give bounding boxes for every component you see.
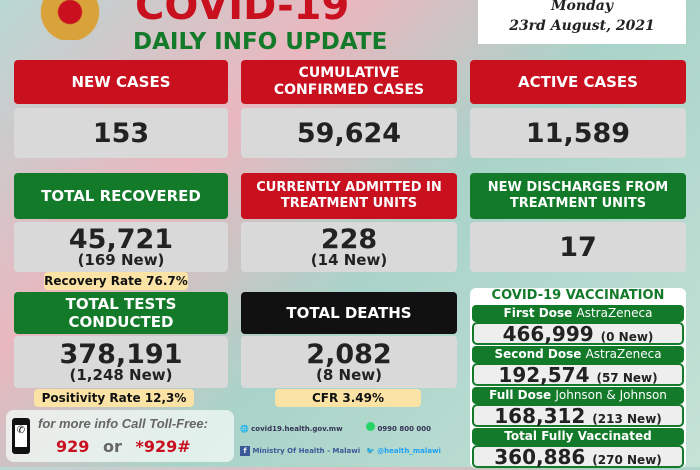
whatsapp-number: 0990 800 000: [377, 425, 432, 433]
discharges-header: NEW DISCHARGES FROM TREATMENT UNITS: [470, 173, 686, 219]
dose-count: 168,312: [494, 404, 586, 428]
toll-free-box: ✆ for more info Call Toll-Free: 929 or *…: [6, 410, 234, 462]
vaccination-item-header: First Dose AstraZeneca: [472, 305, 684, 322]
vaccination-item-header: Total Fully Vaccinated: [472, 428, 684, 445]
admitted-new: (14 New): [310, 251, 388, 269]
new-cases-value: 153: [14, 108, 228, 158]
new-cases-header: NEW CASES: [14, 60, 228, 104]
deaths-header: TOTAL DEATHS: [241, 292, 457, 334]
active-cases-header: ACTIVE CASES: [470, 60, 686, 104]
facebook-icon: f: [240, 446, 250, 456]
vaccination-item-value: 168,312 (213 New): [472, 404, 684, 427]
page-subtitle: DAILY INFO UPDATE: [133, 29, 388, 55]
toll-free-number-1: 929: [56, 437, 90, 456]
dose-label: First Dose: [503, 306, 573, 320]
cumulative-header: CUMULATIVE CONFIRMED CASES: [241, 60, 457, 104]
date-box: Monday 23rd August, 2021: [478, 0, 686, 44]
admitted-header: CURRENTLY ADMITTED IN TREATMENT UNITS: [241, 173, 457, 219]
dose-new: (213 New): [592, 412, 662, 426]
dose-label: Total Fully Vaccinated: [504, 429, 652, 443]
vaccination-item-value: 360,886 (270 New): [472, 445, 684, 468]
phone-icon: ✆: [12, 418, 30, 454]
dose-count: 192,574: [498, 363, 590, 387]
cumulative-value: 59,624: [241, 108, 457, 158]
recovery-rate: Recovery Rate 76.7%: [44, 272, 188, 290]
tests-value-box: 378,191 (1,248 New): [14, 336, 228, 388]
dose-label: Full Dose: [489, 388, 552, 402]
tests-value: 378,191: [59, 339, 183, 370]
tests-header: TOTAL TESTS CONDUCTED: [14, 292, 228, 334]
vaccination-item-header: Full Dose Johnson & Johnson: [472, 387, 684, 404]
toll-free-number-2: *929#: [135, 437, 191, 456]
vaccination-panel: COVID-19 VACCINATION First Dose AstraZen…: [470, 288, 686, 468]
date: 23rd August, 2021: [509, 18, 655, 34]
vaccine-brand: AstraZeneca: [585, 347, 662, 361]
twitter-icon: 🐦: [366, 447, 375, 455]
dose-new: (57 New): [596, 371, 658, 385]
vaccine-brand: AstraZeneca: [576, 306, 653, 320]
vaccination-item-value: 192,574 (57 New): [472, 363, 684, 386]
whatsapp-icon: [366, 422, 375, 431]
deaths-value-box: 2,082 (8 New): [241, 336, 457, 388]
vaccination-item-header: Second Dose AstraZeneca: [472, 346, 684, 363]
recovered-value: 45,721: [68, 224, 174, 255]
recovered-header: TOTAL RECOVERED: [14, 173, 228, 219]
day: Monday: [550, 0, 613, 14]
dose-count: 360,886: [494, 445, 586, 469]
twitter-link[interactable]: @health_malawi: [377, 447, 441, 455]
admitted-value-box: 228 (14 New): [241, 222, 457, 272]
toll-free-text: for more info Call Toll-Free:: [38, 416, 208, 431]
dose-new: (0 New): [600, 330, 654, 344]
recovered-value-box: 45,721 (169 New): [14, 222, 228, 272]
deaths-value: 2,082: [306, 339, 392, 370]
globe-icon: 🌐: [240, 425, 249, 433]
deaths-new: (8 New): [316, 366, 382, 384]
tests-new: (1,248 New): [69, 366, 173, 384]
dose-count: 466,999: [502, 322, 594, 346]
active-cases-value: 11,589: [470, 108, 686, 158]
vaccine-brand: Johnson & Johnson: [555, 388, 667, 402]
recovered-new: (169 New): [77, 251, 165, 269]
positivity-rate: Positivity Rate 12,3%: [34, 389, 194, 407]
cfr: CFR 3.49%: [275, 389, 421, 407]
admitted-value: 228: [320, 224, 378, 255]
facebook-link[interactable]: Ministry Of Health - Malawi: [252, 447, 361, 455]
coat-of-arms-logo: [20, 0, 120, 40]
dose-new: (270 New): [592, 453, 662, 467]
vaccination-title: COVID-19 VACCINATION: [491, 288, 665, 303]
vaccination-item-value: 466,999 (0 New): [472, 322, 684, 345]
website-link[interactable]: covid19.health.gov.mw: [251, 425, 343, 433]
discharges-value: 17: [470, 222, 686, 272]
page-title: COVID-19: [135, 0, 350, 29]
dose-label: Second Dose: [494, 347, 582, 361]
or-text: or: [102, 437, 122, 456]
